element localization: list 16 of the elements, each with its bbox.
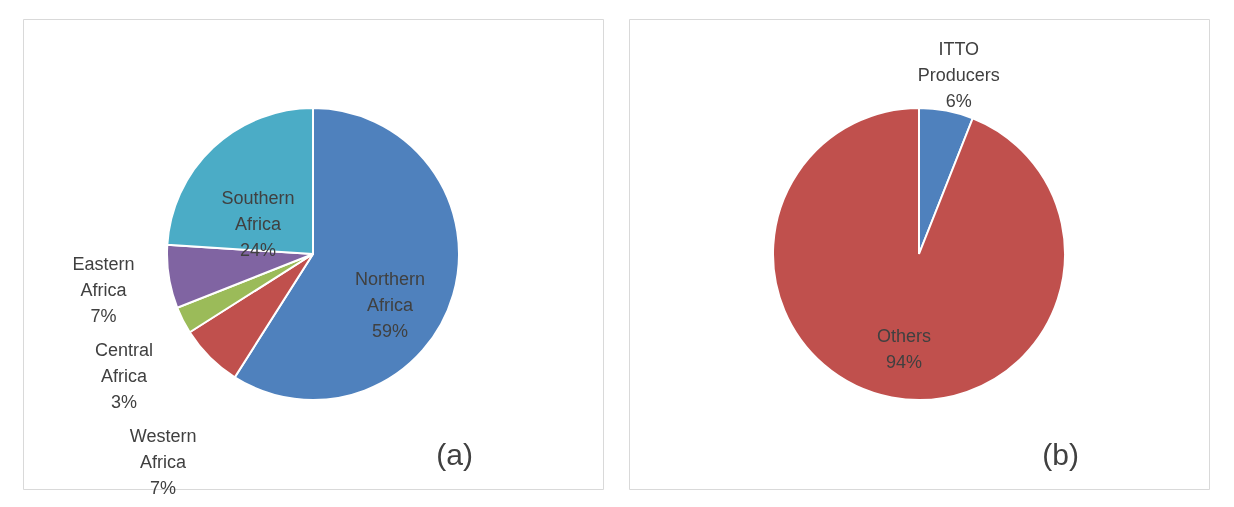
slice-label: Northern Africa <box>355 269 426 316</box>
text: (b) <box>1042 438 1079 471</box>
slice-label: ITTO Producers <box>917 38 1000 85</box>
slice-label: Others <box>876 325 931 346</box>
data-label: 7% <box>90 306 117 327</box>
slice-label: Eastern Africa <box>72 254 135 301</box>
data-label: 7% <box>150 478 177 499</box>
text: (a) <box>436 438 473 471</box>
data-label: 3% <box>111 392 138 413</box>
data-label: 59% <box>372 321 409 342</box>
slice-label: Western Africa <box>129 426 197 473</box>
slice-label: Central Africa <box>95 340 154 387</box>
slice-label: Southern Africa <box>221 188 295 235</box>
data-label: 6% <box>945 90 972 111</box>
data-label: 94% <box>885 351 922 372</box>
pie-slice <box>772 107 1066 401</box>
